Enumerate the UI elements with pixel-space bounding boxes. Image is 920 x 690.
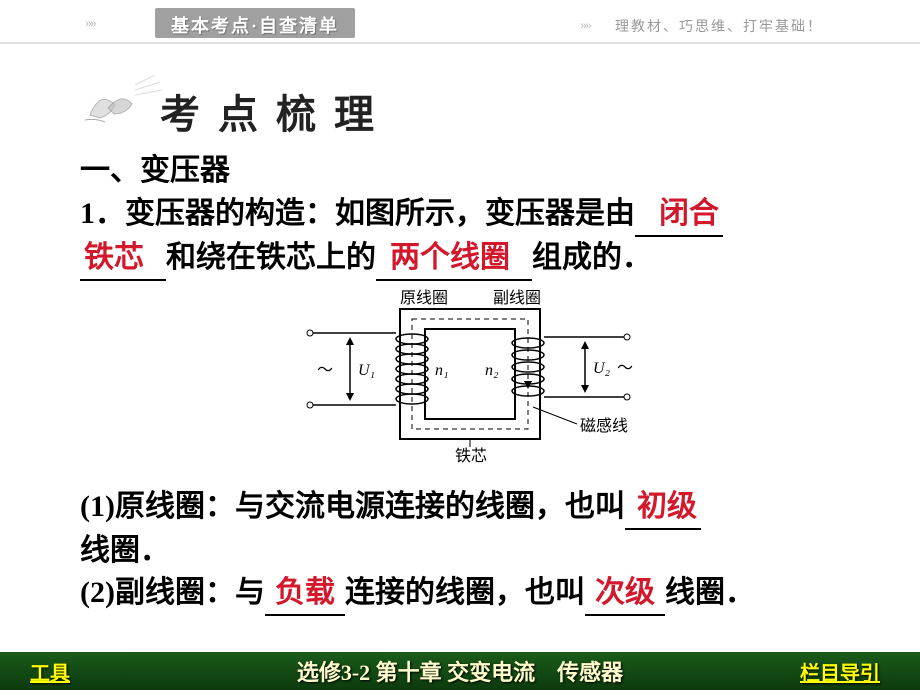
answer-text: 闭合 [655, 197, 723, 230]
header-tab: 基本考点·自查清单 [155, 8, 355, 38]
paragraph-1-line-2: 铁芯和绕在铁芯上的两个线圈组成的． [80, 237, 850, 281]
header-subtitle: 理教材、巧思维、打牢基础！ [615, 16, 823, 36]
diagram-label-secondary: 副线圈 [493, 289, 541, 307]
answer-blank-2: 铁芯 [80, 237, 148, 281]
text-fragment: 线圈． [80, 534, 170, 567]
text-fragment: 和绕在铁芯上的 [166, 241, 376, 274]
text-fragment: 连接的线圈，也叫 [345, 576, 585, 609]
text-fragment: (1)原线圈：与交流电源连接的线圈，也叫 [80, 490, 625, 523]
answer-text: 两个线圈 [386, 241, 514, 274]
paragraph-2-line-1: (1)原线圈：与交流电源连接的线圈，也叫初级 [80, 486, 850, 530]
footer-nav-link[interactable]: 栏目导引 [800, 657, 880, 686]
content-area: 一、变压器 1．变压器的构造：如图所示，变压器是由闭合 铁芯和绕在铁芯上的两个线… [80, 145, 850, 616]
diagram-label-flux: 磁感线 [580, 417, 628, 435]
diagram-label-primary: 原线圈 [400, 289, 448, 307]
diagram-label-tilde-right: ～ [617, 360, 633, 377]
text-fragment: 1．变压器的构造：如图所示，变压器是由 [80, 197, 635, 230]
answer-blank-1: 闭合 [655, 193, 723, 237]
answer-text: 铁芯 [80, 241, 148, 274]
paragraph-3: (2)副线圈：与负载连接的线圈，也叫次级线圈． [80, 572, 850, 616]
diagram-label-n2: n₂ [485, 362, 499, 379]
answer-blank-3: 两个线圈 [386, 237, 514, 281]
answer-blank-4: 初级 [633, 486, 701, 530]
header-arrows-left: »» [85, 16, 95, 32]
text-fragment: 组成的． [532, 241, 652, 274]
diagram-label-u2: U₂ [593, 360, 611, 377]
section-heading: 一、变压器 [80, 145, 850, 189]
text-fragment: 线圈． [665, 576, 755, 609]
answer-text: 次级 [591, 576, 659, 609]
diagram-label-core: 铁芯 [455, 447, 487, 465]
header-bar: »» 基本考点·自查清单 »» 理教材、巧思维、打牢基础！ [0, 0, 920, 44]
diagram-label-n1: n₁ [435, 362, 449, 379]
header-arrows-right: »» [580, 18, 590, 34]
diagram-label-tilde-left: ～ [317, 362, 333, 379]
answer-blank-5: 负载 [271, 572, 339, 616]
answer-text: 负载 [271, 576, 339, 609]
diagram-label-u1: U₁ [358, 362, 375, 379]
footer-tools-link[interactable]: 工具 [30, 657, 70, 686]
transformer-diagram: 原线圈 副线圈 ～ U₁ U₂ ～ n₁ n₂ 磁感线 铁芯 [80, 289, 850, 474]
paragraph-1-line-1: 1．变压器的构造：如图所示，变压器是由闭合 [80, 193, 850, 237]
page-title: 考点梳理 [160, 82, 392, 140]
answer-blank-6: 次级 [591, 572, 659, 616]
answer-text: 初级 [633, 490, 701, 523]
text-fragment: (2)副线圈：与 [80, 576, 265, 609]
footer-center-text: 选修3-2 第十章 交变电流 传感器 [0, 655, 920, 687]
paragraph-2-line-2: 线圈． [80, 530, 850, 572]
footer-bar: 工具 选修3-2 第十章 交变电流 传感器 栏目导引 [0, 652, 920, 690]
